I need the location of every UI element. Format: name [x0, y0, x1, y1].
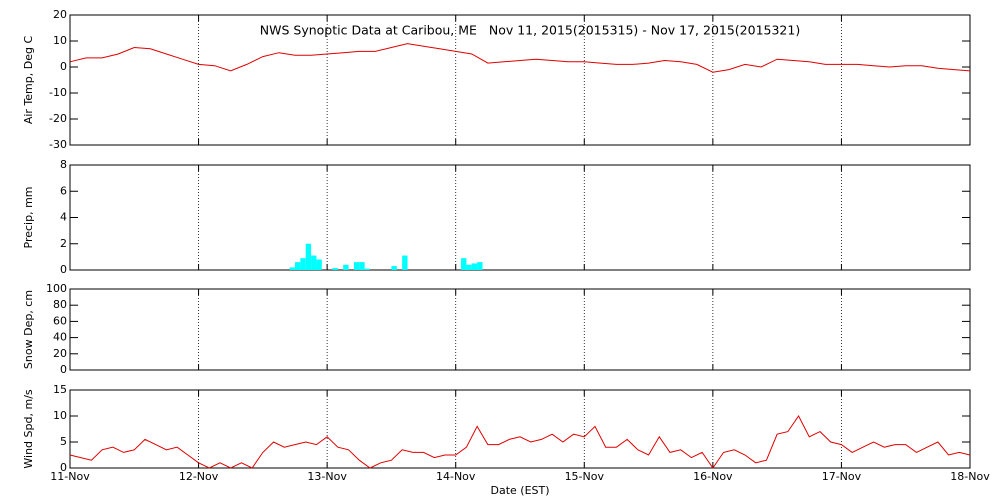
- y-tick-label: 80: [53, 298, 67, 311]
- x-tick-label: 14-Nov: [436, 470, 476, 483]
- y-tick-label: 0: [60, 263, 67, 276]
- bar: [353, 262, 360, 270]
- bar: [295, 262, 301, 270]
- bar: [311, 255, 317, 270]
- bar: [364, 268, 370, 270]
- x-tick-label: 15-Nov: [565, 470, 605, 483]
- y-tick-label: 100: [46, 282, 67, 295]
- data-line: [69, 43, 971, 73]
- bar: [316, 259, 322, 270]
- y-tick-label: -20: [49, 112, 67, 125]
- y-tick-label: -30: [49, 138, 67, 151]
- y-tick-label: 4: [60, 211, 67, 224]
- y-tick-label: 20: [53, 347, 67, 360]
- bar: [343, 264, 349, 270]
- bar: [300, 258, 306, 270]
- y-tick-label: 8: [60, 158, 67, 171]
- plot-frame: [69, 288, 971, 371]
- y-axis-label: Air Temp, Deg C: [22, 36, 35, 125]
- x-tick-label: 11-Nov: [50, 470, 90, 483]
- y-axis-label: Snow Dep, cm: [22, 290, 35, 369]
- plot-frame: [69, 164, 971, 271]
- y-tick-label: 0: [60, 60, 67, 73]
- y-tick-label: 0: [60, 363, 67, 376]
- bar: [332, 268, 338, 270]
- y-tick-label: 15: [53, 383, 67, 396]
- bar: [402, 255, 408, 270]
- chart-title: NWS Synoptic Data at Caribou, ME Nov 11,…: [260, 23, 800, 38]
- bar: [305, 243, 312, 270]
- bar: [461, 258, 467, 270]
- x-tick-label: 12-Nov: [179, 470, 219, 483]
- y-tick-label: 0: [60, 461, 67, 474]
- y-tick-label: 5: [60, 435, 67, 448]
- y-tick-label: 60: [53, 314, 67, 327]
- y-axis-label: Precip, mm: [22, 187, 35, 249]
- y-tick-label: -10: [49, 86, 67, 99]
- bar: [466, 264, 472, 270]
- x-axis-label: Date (EST): [490, 484, 549, 497]
- x-tick-label: 16-Nov: [693, 470, 733, 483]
- y-tick-label: 10: [53, 34, 67, 47]
- y-tick-label: 10: [53, 409, 67, 422]
- bar: [471, 263, 478, 270]
- y-tick-label: 20: [53, 8, 67, 21]
- y-tick-label: 2: [60, 237, 67, 250]
- bar: [359, 262, 365, 270]
- y-tick-label: 40: [53, 331, 67, 344]
- y-axis-label: Wind Spd, m/s: [22, 389, 35, 469]
- data-line: [69, 415, 971, 469]
- y-tick-label: 6: [60, 184, 67, 197]
- bar: [391, 266, 397, 270]
- x-tick-label: 18-Nov: [950, 470, 990, 483]
- x-tick-label: 17-Nov: [822, 470, 862, 483]
- x-tick-label: 13-Nov: [307, 470, 347, 483]
- bar: [477, 262, 483, 270]
- plot-frame: [69, 14, 971, 146]
- plot-frame: [69, 389, 971, 469]
- bar: [289, 267, 295, 270]
